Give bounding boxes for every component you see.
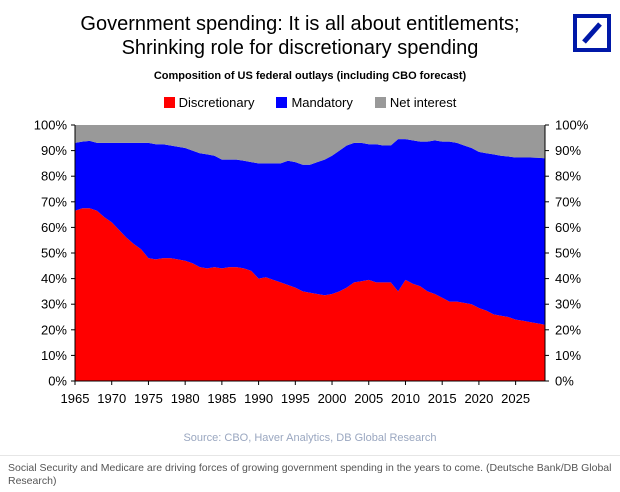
y-tick-label-left: 90% — [41, 143, 67, 158]
y-tick-label-left: 30% — [41, 297, 67, 312]
y-tick-label-left: 40% — [41, 271, 67, 286]
area-mandatory — [75, 139, 545, 325]
y-tick-label-right: 50% — [555, 246, 581, 261]
y-tick-label-left: 70% — [41, 194, 67, 209]
legend-swatch-mandatory — [276, 97, 288, 108]
legend-item-discretionary: Discretionary — [163, 95, 255, 110]
legend-swatch-discretionary — [163, 97, 175, 108]
legend-swatch-net-interest — [374, 97, 386, 108]
legend-label-net-interest: Net interest — [389, 95, 457, 110]
x-tick-label: 2000 — [318, 391, 347, 406]
x-tick-label: 1995 — [281, 391, 310, 406]
stacked-area-chart: 0% 10% 20% 30% 40% 50% 60% 70% 80% 90% 100% 0% 10% 20… — [34, 118, 589, 407]
y-tick-label-left: 10% — [41, 348, 67, 363]
x-tick-label: 1990 — [244, 391, 273, 406]
x-tick-label: 1980 — [171, 391, 200, 406]
y-tick-label-right: 0% — [555, 374, 574, 389]
y-tick-label-right: 30% — [555, 297, 581, 312]
legend-item-net-interest: Net interest — [374, 95, 457, 110]
y-tick-label-left: 80% — [41, 169, 67, 184]
source-note: Source: CBO, Haver Analytics, DB Global … — [183, 432, 437, 444]
y-tick-label-right: 100% — [555, 118, 589, 133]
legend-label-discretionary: Discretionary — [178, 95, 255, 110]
y-tick-label-left: 0% — [48, 374, 67, 389]
x-tick-label: 2010 — [391, 391, 420, 406]
y-tick-label-right: 10% — [555, 348, 581, 363]
chart-subtitle: Composition of US federal outlays (inclu… — [153, 70, 467, 82]
image-caption: Social Security and Medicare are driving… — [8, 462, 612, 487]
area-net-interest — [75, 125, 545, 165]
legend-item-mandatory: Mandatory — [276, 95, 353, 110]
chart-legend: Discretionary Mandatory Net interest — [0, 95, 620, 110]
area-discretionary — [75, 208, 545, 381]
chart-title: Government spending: It is all about ent… — [40, 12, 560, 60]
x-tick-label: 1965 — [61, 391, 90, 406]
caption-divider — [0, 455, 620, 456]
y-tick-label-left: 60% — [41, 220, 67, 235]
chart-title-line1: Government spending: It is all about ent… — [80, 13, 520, 35]
x-tick-label: 1970 — [97, 391, 126, 406]
chart-title-line2: Shrinking role for discretionary spendin… — [121, 37, 479, 59]
x-tick-label: 1985 — [207, 391, 236, 406]
y-tick-label-right: 60% — [555, 220, 581, 235]
y-tick-label-right: 80% — [555, 169, 581, 184]
legend-label-mandatory: Mandatory — [291, 95, 353, 110]
x-tick-label: 1975 — [134, 391, 163, 406]
x-tick-label: 2015 — [428, 391, 457, 406]
deutsche-bank-logo-icon — [573, 14, 611, 52]
y-tick-label-right: 90% — [555, 143, 581, 158]
y-tick-label-right: 20% — [555, 322, 581, 337]
y-tick-label-right: 70% — [555, 194, 581, 209]
x-tick-label: 2025 — [501, 391, 530, 406]
y-tick-label-left: 20% — [41, 322, 67, 337]
x-tick-label: 2005 — [354, 391, 383, 406]
y-tick-label-left: 50% — [41, 246, 67, 261]
y-tick-label-left: 100% — [34, 118, 68, 133]
y-tick-label-right: 40% — [555, 271, 581, 286]
x-tick-label: 2020 — [464, 391, 493, 406]
